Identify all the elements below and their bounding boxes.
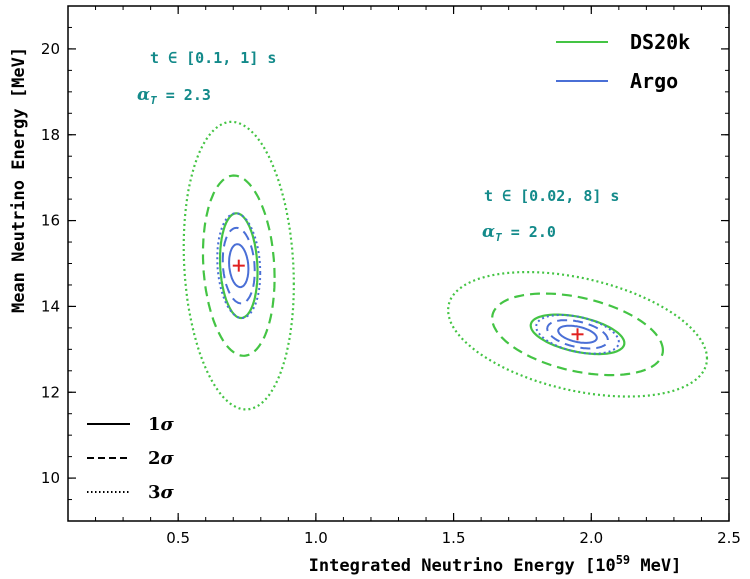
x-tick-label: 2.5 bbox=[717, 529, 741, 547]
y-tick-label: 18 bbox=[41, 126, 60, 144]
legend-1sigma-label: 1σ bbox=[148, 414, 175, 435]
x-tick-label: 0.5 bbox=[166, 529, 190, 547]
annotation-time-window-1: t ∈ [0.1, 1] s bbox=[150, 49, 276, 67]
y-tick-label: 12 bbox=[41, 383, 60, 401]
best-fit-markers bbox=[232, 259, 584, 341]
legend-argo-label: Argo bbox=[630, 69, 678, 93]
legend-ds20k-label: DS20k bbox=[630, 30, 690, 54]
contour-argo-1sigma-region1 bbox=[228, 243, 250, 289]
legend-2sigma-label: 2σ bbox=[148, 448, 175, 469]
y-axis-ticks: 10 12 14 16 18 20 bbox=[41, 5, 729, 501]
color-legend: DS20k Argo bbox=[556, 30, 690, 93]
y-tick-label: 16 bbox=[41, 212, 60, 230]
annotation-time-window-2: t ∈ [0.02, 8] s bbox=[484, 187, 619, 205]
x-tick-label: 2.0 bbox=[579, 529, 603, 547]
contour-argo-1sigma-region2 bbox=[557, 324, 598, 344]
x-axis-ticks: 0.5 1.0 1.5 2.0 2.5 bbox=[67, 6, 741, 547]
legend-3sigma-label: 3σ bbox=[148, 482, 175, 503]
x-tick-label: 1.5 bbox=[442, 529, 466, 547]
contour-argo-2sigma-region2 bbox=[546, 319, 609, 350]
contour-argo-2sigma-region1 bbox=[221, 226, 256, 305]
sigma-legend: 1σ 2σ 3σ bbox=[87, 414, 175, 503]
y-axis-label: Mean Neutrino Energy [MeV] bbox=[9, 47, 29, 313]
x-tick-label: 1.0 bbox=[304, 529, 328, 547]
annotation-alpha-2: αT = 2.0 bbox=[482, 222, 556, 244]
y-tick-label: 10 bbox=[41, 469, 60, 487]
y-tick-label: 20 bbox=[41, 40, 60, 58]
annotation-alpha-1: αT = 2.3 bbox=[137, 85, 211, 107]
contour-ds20k-3sigma-region1 bbox=[182, 120, 295, 411]
contour-argo-3sigma-region1 bbox=[216, 212, 262, 319]
y-tick-label: 14 bbox=[41, 297, 60, 315]
contour-ds20k-2sigma-region1 bbox=[201, 174, 276, 357]
contour-regions bbox=[182, 120, 709, 411]
x-axis-label: Integrated Neutrino Energy [1059 MeV] bbox=[309, 553, 682, 576]
